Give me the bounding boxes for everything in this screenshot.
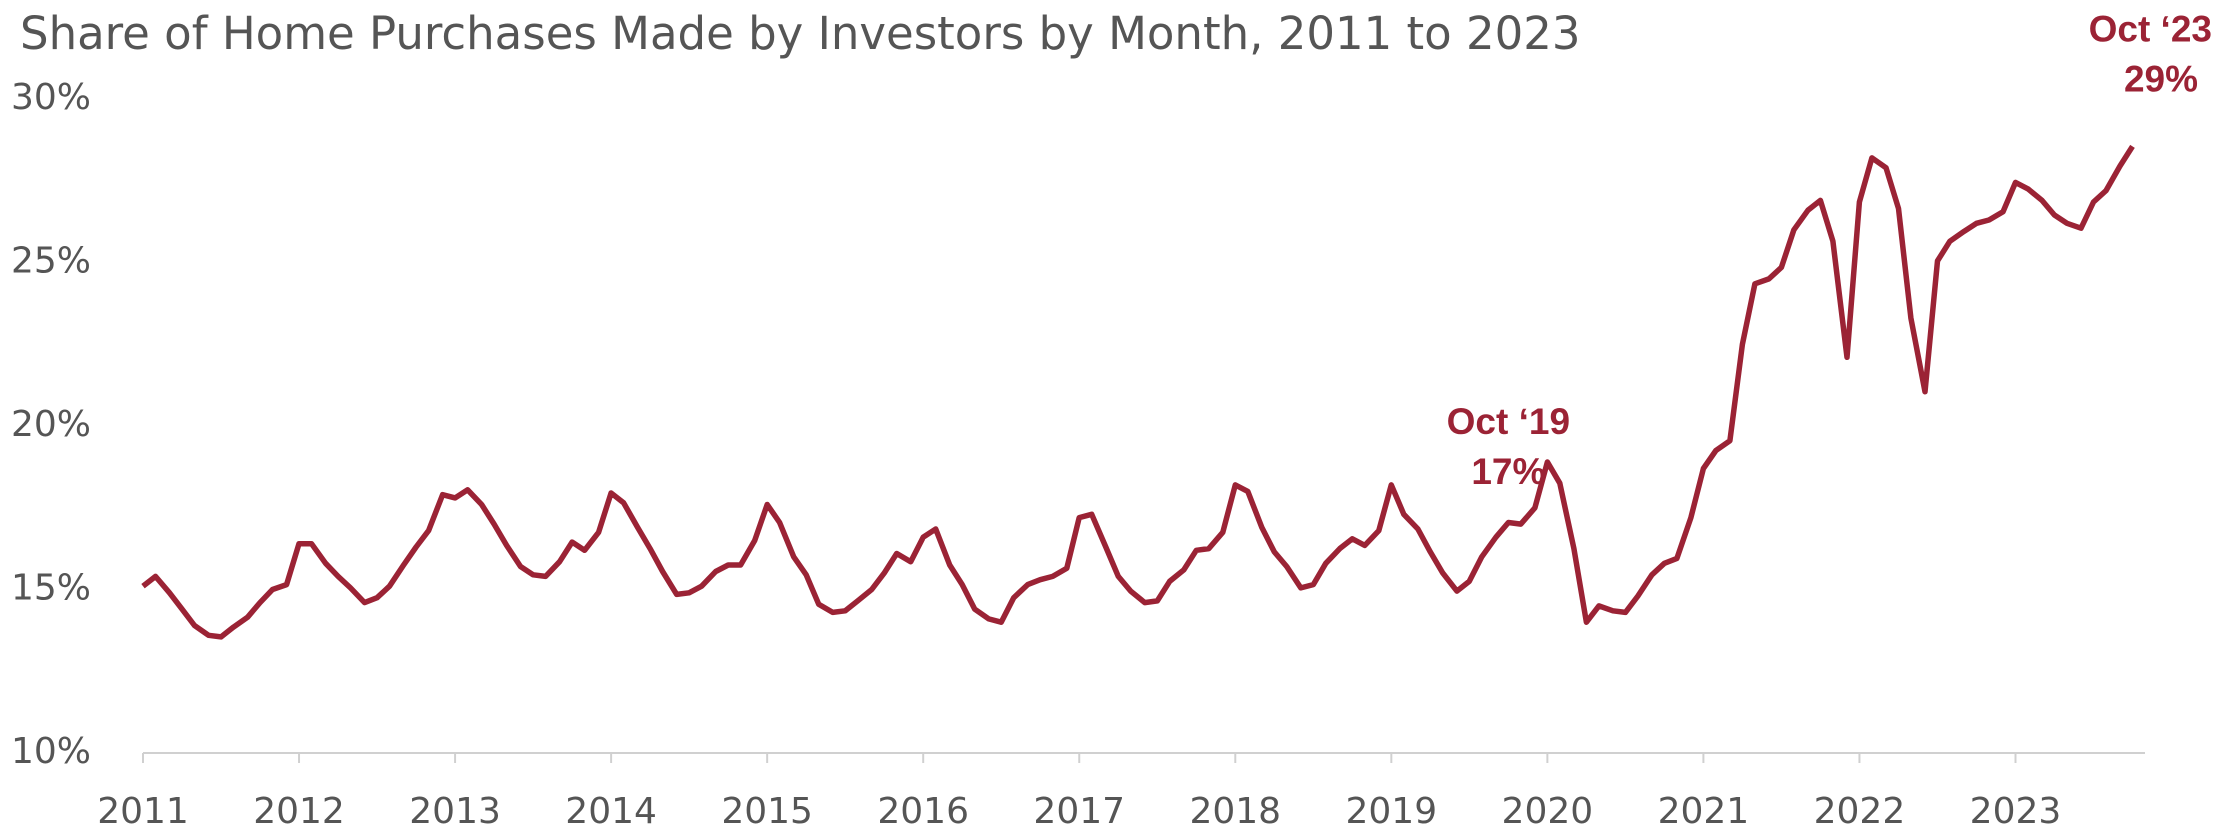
line-series <box>141 144 2135 640</box>
annotation-label: Oct ‘23 <box>2089 8 2212 49</box>
x-tick-label: 2019 <box>1346 791 1438 832</box>
x-tick-label: 2020 <box>1502 791 1594 832</box>
x-tick-label: 2014 <box>565 791 657 832</box>
y-tick-label: 20% <box>11 404 91 445</box>
x-tick-label: 2023 <box>1970 791 2062 832</box>
x-tick-label: 2021 <box>1658 791 1750 832</box>
x-tick-label: 2016 <box>877 791 969 832</box>
x-tick-label: 2013 <box>409 791 501 832</box>
y-tick-label: 30% <box>11 77 91 118</box>
y-tick-label: 15% <box>11 568 91 609</box>
x-tick-label: 2012 <box>253 791 345 832</box>
x-tick-label: 2015 <box>721 791 813 832</box>
x-tick-label: 2011 <box>97 791 189 832</box>
y-tick-label: 25% <box>11 241 91 282</box>
annotation-value: 29% <box>2124 58 2198 99</box>
x-tick-label: 2022 <box>1814 791 1906 832</box>
annotation-label: Oct ‘19 <box>1447 401 1570 442</box>
x-tick-label: 2017 <box>1033 791 1125 832</box>
annotation-value: 17% <box>1471 451 1545 492</box>
x-tick-label: 2018 <box>1189 791 1281 832</box>
chart-title: Share of Home Purchases Made by Investor… <box>20 7 1581 60</box>
y-tick-label: 10% <box>11 731 91 772</box>
